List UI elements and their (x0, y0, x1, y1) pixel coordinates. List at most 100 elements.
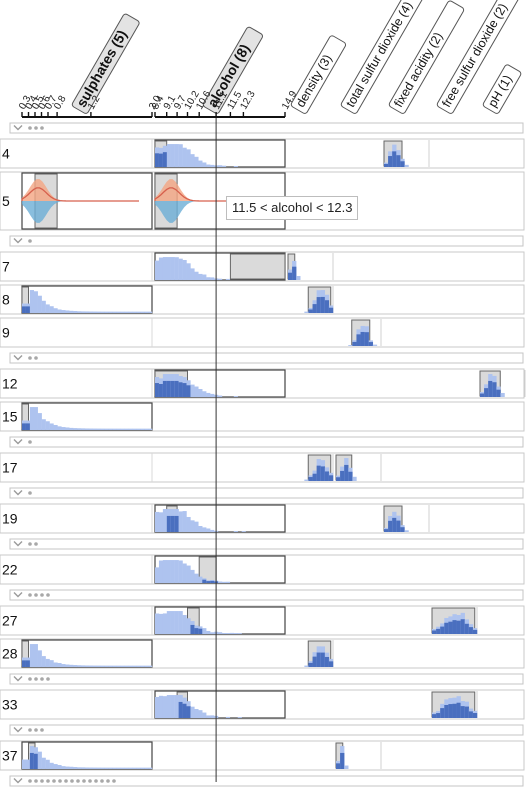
histogram-bar (186, 516, 191, 532)
rule-cell-alcohol[interactable] (154, 504, 286, 533)
collapsed-rules-row[interactable] (9, 589, 524, 601)
histogram-bar (116, 665, 121, 667)
rule-row[interactable]: 17 (0, 452, 525, 483)
histogram-bar (229, 632, 234, 634)
rule-cell-density[interactable] (304, 286, 334, 313)
collapsed-rules-row[interactable] (9, 352, 524, 364)
chevron-down-icon (13, 439, 23, 445)
rule-row[interactable]: 19 (0, 503, 525, 534)
histogram-bar-highlight (468, 711, 474, 718)
feature-label-box (482, 64, 522, 114)
histogram-bar-highlight (392, 151, 397, 167)
collapsed-dot (40, 126, 44, 130)
rule-row[interactable]: 33 (0, 689, 525, 720)
histogram-bar (166, 611, 171, 634)
histogram-bar (304, 311, 309, 313)
feature-header-pH[interactable]: pH (1) (482, 64, 522, 115)
rule-row[interactable]: 4 (0, 138, 525, 169)
rule-row[interactable]: 9 (0, 317, 525, 348)
rule-cell-alcohol[interactable] (154, 139, 286, 168)
histogram-bar (198, 526, 203, 532)
histogram-bar (57, 765, 62, 769)
rule-cell-sulphates[interactable] (21, 741, 153, 770)
collapsed-dot (40, 779, 44, 783)
histogram-bar-highlight (364, 332, 369, 346)
rule-cell-fixed-acidity[interactable] (383, 140, 430, 167)
histogram-bar (190, 520, 195, 532)
histogram-bar (61, 766, 66, 769)
histogram-bar (182, 563, 187, 583)
rule-cell-pH[interactable] (479, 370, 526, 397)
rule-row[interactable]: 37 (0, 740, 525, 771)
histogram-bar (61, 427, 66, 430)
histogram-bar (148, 767, 153, 769)
rule-cell-total-sulfur-dioxide[interactable] (335, 742, 382, 769)
rule-cell-alcohol[interactable] (154, 606, 286, 635)
rule-cell-total-sulfur-dioxide[interactable] (348, 319, 382, 346)
collapsed-dot (28, 542, 32, 546)
histogram-bar (170, 695, 175, 718)
rule-cell-density[interactable] (287, 253, 334, 280)
collapsed-rules-row[interactable] (9, 122, 524, 134)
histogram-bar-highlight (472, 629, 478, 634)
histogram-bar (85, 767, 90, 769)
rule-cell-sulphates[interactable] (21, 172, 153, 230)
feature-header-sulphates[interactable]: sulphates (5) (71, 13, 140, 115)
histogram-bar-highlight (320, 466, 326, 481)
rule-cell-sulphates[interactable] (21, 639, 153, 668)
histogram-bar (128, 767, 133, 769)
rule-row[interactable]: 8 (0, 284, 525, 315)
rule-cell-alcohol[interactable] (154, 555, 286, 584)
histogram-bar-highlight (22, 423, 27, 430)
rule-cell-alcohol[interactable] (154, 252, 286, 281)
rule-cell-sulphates[interactable] (21, 402, 153, 431)
collapsed-rules-row[interactable] (9, 235, 524, 247)
rule-cell-alcohol[interactable] (154, 690, 286, 719)
feature-label-box (388, 0, 465, 114)
rule-cell-fixed-acidity[interactable] (383, 505, 430, 532)
rule-cell-free-sulfur-dioxide[interactable] (431, 607, 478, 634)
collapsed-rules-row[interactable] (9, 487, 524, 499)
histogram-bar-highlight (472, 712, 478, 718)
rule-row-id: 12 (2, 376, 18, 392)
violin-lower (22, 201, 139, 223)
rule-row[interactable]: 22 (0, 554, 525, 585)
rule-cell-total-sulfur-dioxide[interactable] (335, 454, 382, 481)
collapsed-rules-row[interactable] (9, 775, 524, 787)
histogram-bar-highlight (29, 752, 35, 769)
feature-label-box (71, 13, 140, 114)
collapsed-rules-row[interactable] (9, 538, 524, 550)
histogram-bar (136, 767, 141, 769)
rule-cell-alcohol[interactable] (154, 369, 286, 398)
collapsed-rules-row[interactable] (9, 436, 524, 448)
collapsed-rules-row[interactable] (9, 673, 524, 685)
range-tooltip: 11.5 < alcohol < 12.3 (226, 196, 359, 220)
histogram-bar (104, 665, 109, 667)
collapsed-dot (34, 728, 38, 732)
rule-row[interactable]: 7 (0, 251, 525, 282)
collapsed-rules-row[interactable] (9, 724, 524, 736)
rule-row[interactable]: 12 (0, 368, 526, 399)
rule-row[interactable]: 15 (0, 401, 525, 432)
rule-row[interactable]: 28 (0, 638, 525, 669)
collapsed-dot (82, 779, 86, 783)
histogram-bar (155, 511, 160, 532)
histogram-bar (218, 165, 223, 167)
histogram-bar (45, 658, 50, 667)
rule-cell-density[interactable] (304, 454, 334, 481)
histogram-bar-highlight (174, 380, 179, 397)
feature-header-density[interactable]: density (3) (290, 35, 347, 115)
histogram-bar (170, 611, 175, 634)
rule-cell-sulphates[interactable] (21, 285, 153, 314)
collapsed-dot (34, 779, 38, 783)
rule-cell-free-sulfur-dioxide[interactable] (431, 691, 478, 718)
histogram-bar (100, 428, 105, 430)
histogram-bar-highlight (312, 473, 317, 481)
histogram-bar (29, 290, 35, 313)
histogram-bar (170, 144, 175, 167)
rule-row[interactable]: 27 (0, 605, 525, 636)
histogram-bar-highlight (324, 300, 330, 313)
histogram-bar-highlight (460, 706, 465, 718)
collapsed-dot (46, 779, 50, 783)
rule-cell-density[interactable] (304, 640, 334, 667)
